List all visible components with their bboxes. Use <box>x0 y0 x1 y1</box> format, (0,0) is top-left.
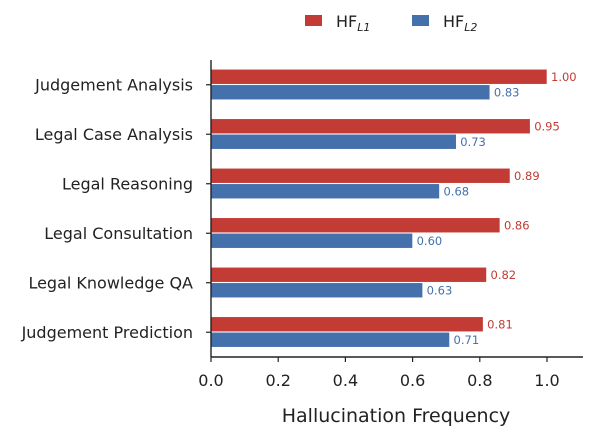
bar-hf-l2 <box>210 183 440 200</box>
axes: Judgement Analysis Legal Case Analysis Leg… <box>21 60 583 390</box>
value-label: 0.95 <box>534 120 560 134</box>
x-tick-label: 1.0 <box>534 371 559 390</box>
bar-hf-l1 <box>210 68 548 85</box>
category-label: Legal Consultation <box>44 224 193 243</box>
value-label: 0.82 <box>491 268 517 282</box>
category-label: Judgement Analysis <box>34 75 193 94</box>
category-label: Legal Knowledge QA <box>28 273 193 292</box>
category-label: Legal Case Analysis <box>35 125 193 144</box>
bar-hf-l2 <box>210 232 413 249</box>
category-label: Judgement Prediction <box>21 323 193 342</box>
x-axis-title: Hallucination Frequency <box>282 405 511 427</box>
value-label: 0.81 <box>487 318 513 332</box>
legend-label-base: HF <box>443 12 464 31</box>
legend: HFL1 HFL2 <box>305 12 477 34</box>
x-tick-label: 0.4 <box>333 371 358 390</box>
legend-label-sub: L2 <box>464 21 477 34</box>
x-tick-label: 0.0 <box>198 371 223 390</box>
legend-label: HFL1 <box>336 12 370 34</box>
value-label: 0.83 <box>494 86 520 100</box>
bar-hf-l1 <box>210 217 501 234</box>
value-label: 0.73 <box>460 135 486 149</box>
bar-hf-l1 <box>210 316 484 333</box>
value-label: 0.68 <box>443 185 469 199</box>
x-tick-label: 0.6 <box>400 371 425 390</box>
bar-hf-l2 <box>210 331 450 348</box>
bar-hf-l2 <box>210 133 457 150</box>
bar-hf-l2 <box>210 282 423 299</box>
legend-swatch <box>305 15 322 26</box>
x-tick-label: 0.2 <box>265 371 290 390</box>
legend-label: HFL2 <box>443 12 477 34</box>
bar-hf-l1 <box>210 118 531 135</box>
bar-hf-l2 <box>210 84 491 101</box>
value-label: 0.86 <box>504 219 530 233</box>
value-label: 0.89 <box>514 169 540 183</box>
bar-hf-l1 <box>210 266 487 283</box>
value-label: 0.63 <box>427 284 453 298</box>
legend-label-base: HF <box>336 12 357 31</box>
value-label: 0.71 <box>454 333 480 347</box>
value-label: 0.60 <box>417 234 443 248</box>
x-tick-label: 0.8 <box>467 371 492 390</box>
value-label: 1.00 <box>551 70 577 84</box>
bar-hf-l1 <box>210 167 511 184</box>
legend-label-sub: L1 <box>357 21 370 34</box>
legend-swatch <box>412 15 429 26</box>
category-label: Legal Reasoning <box>62 174 193 193</box>
bars: 1.00 0.83 0.95 0.73 0.89 0.68 0.86 0.60 0.82 0.63… <box>210 68 577 348</box>
